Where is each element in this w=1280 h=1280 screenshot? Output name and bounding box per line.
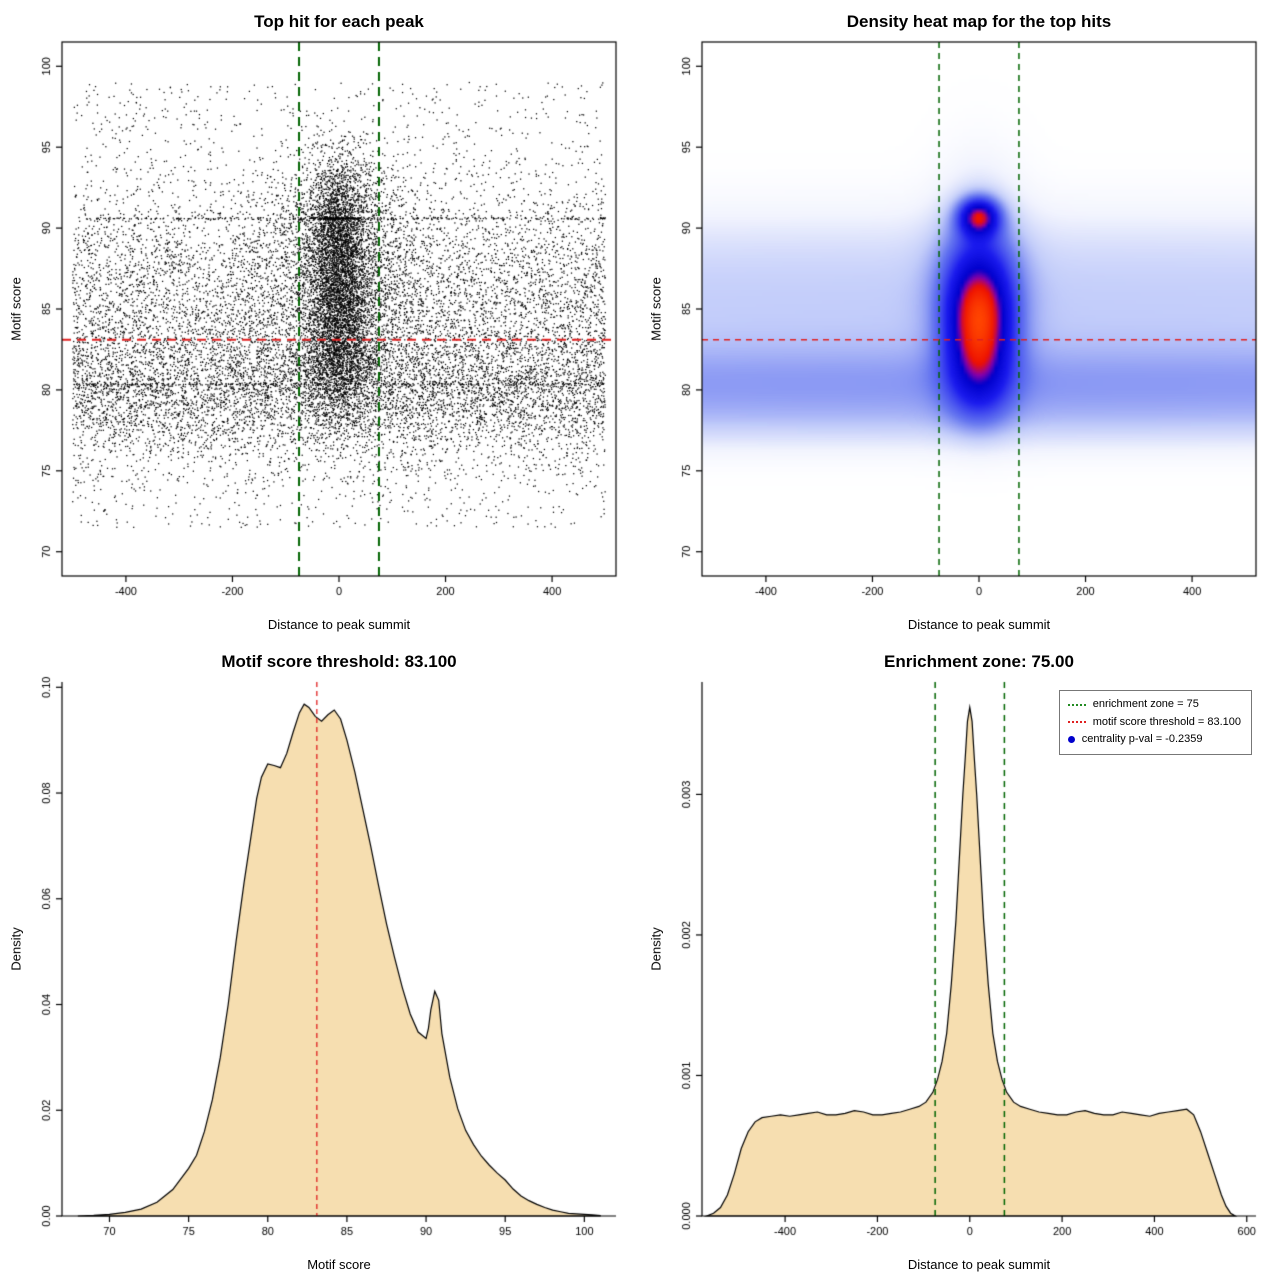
x-axis-label: Motif score bbox=[307, 1257, 371, 1272]
dotted-line-icon bbox=[1067, 703, 1086, 706]
heatmap-canvas bbox=[640, 0, 1280, 640]
legend-item-enrichment-zone: enrichment zone = 75 bbox=[1067, 696, 1241, 714]
legend-label: enrichment zone = 75 bbox=[1092, 698, 1199, 710]
panel-density-heatmap: Density heat map for the top hits Motif … bbox=[640, 0, 1280, 640]
chart-title: Motif score threshold: 83.100 bbox=[221, 652, 457, 671]
y-axis-label: Density bbox=[648, 927, 664, 971]
panel-motif-score-density: Motif score threshold: 83.100 Density Mo… bbox=[0, 640, 640, 1280]
dotted-line-icon bbox=[1067, 721, 1086, 724]
point-marker-icon bbox=[1067, 736, 1075, 744]
y-axis-label: Density bbox=[8, 927, 24, 971]
panel-enrichment-zone-density: Enrichment zone: 75.00 Density Distance … bbox=[640, 640, 1280, 1280]
legend-item-centrality-pval: centrality p-val = -0.2359 bbox=[1067, 731, 1241, 749]
score-density-canvas bbox=[0, 640, 640, 1280]
chart-title: Density heat map for the top hits bbox=[846, 12, 1112, 31]
y-axis-label: Motif score bbox=[8, 277, 24, 341]
x-axis-label: Distance to peak summit bbox=[907, 1257, 1051, 1272]
legend-item-score-threshold: motif score threshold = 83.100 bbox=[1067, 714, 1241, 732]
scatter-plot-canvas bbox=[0, 0, 640, 640]
chart-title: Top hit for each peak bbox=[254, 12, 424, 31]
legend-label: motif score threshold = 83.100 bbox=[1092, 715, 1241, 728]
legend-label: centrality p-val = -0.2359 bbox=[1081, 733, 1203, 746]
panel-top-hit-scatter: Top hit for each peak Motif score Distan… bbox=[0, 0, 640, 640]
legend: enrichment zone = 75 motif score thresho… bbox=[1058, 690, 1252, 755]
x-axis-label: Distance to peak summit bbox=[907, 617, 1051, 632]
y-axis-label: Motif score bbox=[648, 277, 664, 341]
chart-title: Enrichment zone: 75.00 bbox=[884, 652, 1074, 671]
x-axis-label: Distance to peak summit bbox=[267, 617, 411, 632]
